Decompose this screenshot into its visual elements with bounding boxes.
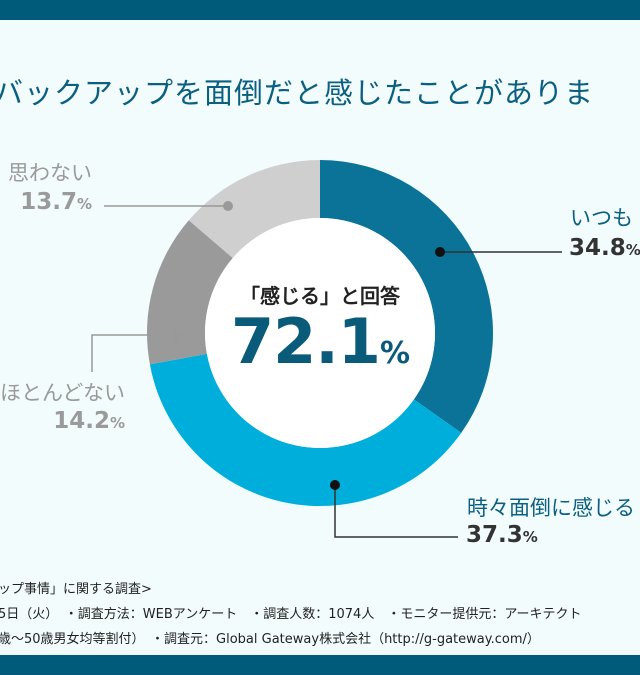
pct-unit: % <box>522 528 538 546</box>
chart-title: バックアップを面倒だと感じたことがありま <box>0 76 595 110</box>
slice-sometimes <box>149 353 462 506</box>
pct-rarely: 14.2% <box>53 408 125 434</box>
leader-always-dot <box>435 247 445 257</box>
footnote-line-1: ップ事情」に関する調査> <box>0 582 152 597</box>
pct-unit: % <box>109 414 125 432</box>
leader-sometimes <box>334 485 458 538</box>
center-value: 72.1% <box>0 305 640 378</box>
top-bar <box>0 0 640 20</box>
pct-never: 13.7% <box>20 189 92 215</box>
label-always: いつも <box>570 206 633 230</box>
center-value-number: 72.1 <box>230 305 381 378</box>
donut-hole <box>205 218 435 448</box>
slice-never <box>188 160 320 259</box>
pct-never-value: 13.7 <box>20 189 77 215</box>
slice-rarely <box>147 220 233 365</box>
pct-always-value: 34.8 <box>569 235 626 261</box>
bottom-bar <box>0 655 640 675</box>
footnote-line-2: 5日（火） ・調査方法：WEBアンケート ・調査人数：1074人 ・モニター提供… <box>0 607 582 622</box>
leader-never-dot <box>223 201 233 211</box>
pct-always: 34.8% <box>569 235 640 261</box>
leader-rarely-dot <box>171 330 181 340</box>
label-never: 思わない <box>8 161 92 185</box>
pct-unit: % <box>625 241 640 259</box>
pct-sometimes-value: 37.3 <box>466 522 523 548</box>
label-sometimes: 時々面倒に感じる <box>467 496 635 520</box>
pct-unit: % <box>76 195 92 213</box>
center-caption: 「感じる」と回答 <box>240 284 400 308</box>
label-rarely: ほとんどない <box>0 381 125 405</box>
leader-rarely <box>91 334 176 372</box>
footnote-line-3: 歳〜50歳男女均等割付） ・調査元：Global Gateway株式会社（htt… <box>0 632 540 647</box>
pct-rarely-value: 14.2 <box>53 408 110 434</box>
center-value-unit: % <box>379 336 410 371</box>
slice-always <box>320 160 493 433</box>
pct-sometimes: 37.3% <box>466 522 538 548</box>
leader-sometimes-dot <box>330 480 340 490</box>
